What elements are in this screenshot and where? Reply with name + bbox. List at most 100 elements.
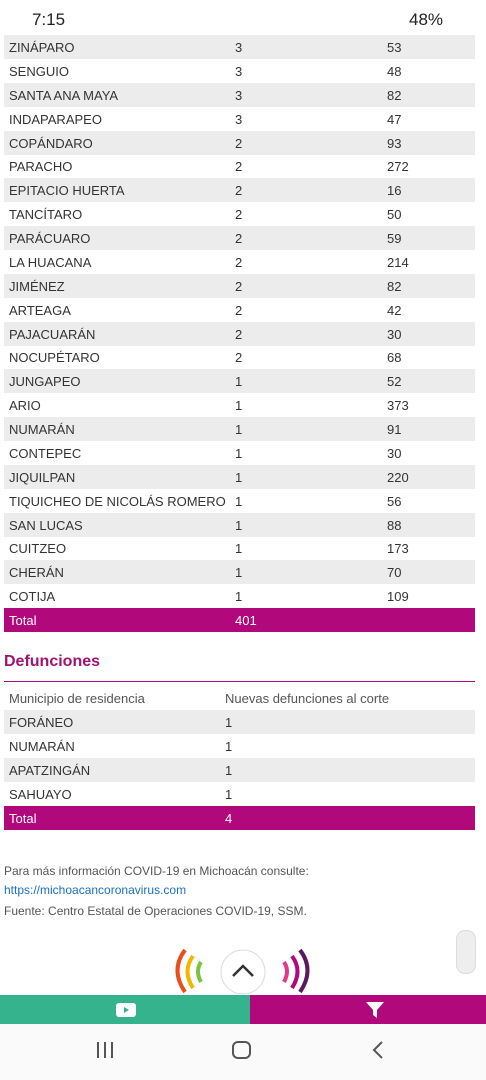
deaths-title: Defunciones (4, 653, 101, 670)
cell-number: 1 (235, 445, 243, 461)
cell-number: 1 (235, 469, 243, 485)
time: 7:15 (32, 10, 66, 29)
youtube-button[interactable] (0, 995, 250, 1024)
table-row: PARACHO 2 272 (4, 154, 475, 178)
cell-number: 1 (235, 398, 243, 414)
cell-name: CUITZEO (9, 541, 67, 557)
cell-name: SAN LUCAS (9, 517, 83, 533)
cell-name: NOCUPÉTARO (9, 350, 100, 366)
table-row: NUMARÁN 1 (4, 734, 475, 758)
divider (4, 681, 475, 682)
table-row: COPÁNDARO 2 93 (4, 130, 475, 155)
cell-number: 3 (235, 87, 243, 103)
header-row: Municipio de residencia Nuevas defuncione… (4, 686, 475, 710)
table-row: TANCÍTARO 2 50 (4, 202, 475, 226)
cell-name: PAJACUARÁN (9, 326, 96, 342)
cell-name: NUMARÁN (9, 422, 75, 438)
cell-number: 214 (387, 254, 409, 270)
filter-button[interactable] (250, 995, 486, 1024)
cell-number: 91 (387, 422, 402, 438)
cell-name: COPÁNDARO (9, 135, 93, 151)
cell-name: SENGUIO (9, 63, 69, 79)
logo (175, 948, 310, 995)
table-row: CHERÁN 1 70 (4, 560, 475, 585)
cell-number: 1 (235, 541, 243, 557)
cell-number: 173 (387, 541, 409, 557)
table-row: JIMÉNEZ 2 82 (4, 273, 475, 298)
table-row: CONTEPEC 1 30 (4, 441, 475, 465)
cell-name: NUMARÁN (9, 738, 75, 754)
cell-number: 3 (235, 63, 243, 79)
cell-number: 3 (235, 111, 243, 127)
cell-name: PARACHO (9, 159, 73, 175)
recents-button[interactable] (97, 1042, 113, 1058)
cell-name: SAHUAYO (9, 786, 72, 802)
total-cell: Total (9, 613, 37, 629)
cell-number: 1 (235, 589, 243, 605)
cell-number: 2 (235, 183, 243, 199)
cell-name: LA HUACANA (9, 254, 92, 270)
cell-number: 3 (235, 40, 243, 55)
cell-number: 59 (387, 231, 402, 247)
cell-number: 2 (235, 231, 243, 247)
cell-name: CHERÁN (9, 565, 64, 581)
cell-name: COTIJA (9, 589, 56, 605)
table-row: APATZINGÁN 1 (4, 757, 475, 782)
cell-name: SANTA ANA MAYA (9, 87, 119, 103)
table-row: SAN LUCAS 1 88 (4, 512, 475, 537)
cell-number: 1 (235, 422, 243, 438)
cell-number: 88 (387, 517, 402, 533)
cell-number: 1 (235, 374, 243, 390)
cell-number: 2 (235, 207, 243, 223)
total-row: Total 4 (4, 805, 475, 830)
cell-number: 56 (387, 493, 402, 509)
link[interactable]: https://michoacancoronavirus.com (4, 883, 187, 897)
table-row: ARIO 1 373 (4, 393, 475, 417)
source-text: Fuente: Centro Estatal de Operaciones CO… (4, 904, 307, 918)
total-row: Total 401 (4, 608, 475, 633)
cell-number: 2 (235, 326, 243, 342)
cell-number: 16 (387, 183, 402, 199)
status-bar: 7:15 48% (0, 0, 486, 36)
cell-number: 47 (387, 111, 402, 127)
table-row: NOCUPÉTARO 2 68 (4, 345, 475, 369)
table-row: INDAPARAPEO 3 47 (4, 107, 475, 131)
total-cell: 401 (235, 613, 257, 629)
cell-name: TIQUICHEO DE NICOLÁS ROMERO (9, 493, 226, 509)
cell-name: ZINÁPARO (9, 40, 75, 55)
cell-name: INDAPARAPEO (9, 111, 102, 127)
total-cell: 4 (225, 810, 233, 826)
table-row: PARÁCUARO 2 59 (4, 226, 475, 251)
cell-number: 220 (387, 469, 409, 485)
home-button[interactable] (232, 1041, 251, 1059)
table-row: LA HUACANA 2 214 (4, 250, 475, 274)
cell-number: 2 (235, 135, 243, 151)
cell-name: CONTEPEC (9, 445, 82, 461)
cell-number: 53 (387, 40, 402, 55)
nav-bar (0, 1024, 486, 1080)
back-button[interactable] (372, 1041, 383, 1059)
cell-number: 30 (387, 326, 402, 342)
scroll-handle[interactable] (456, 930, 476, 974)
cell-number: 109 (387, 589, 409, 605)
cell-number: 2 (235, 159, 243, 175)
cell-number: 70 (387, 565, 402, 581)
header-cell: Nuevas defunciones al corte (225, 691, 390, 706)
battery: 48% (409, 10, 444, 29)
cell-number: 1 (225, 715, 233, 730)
cell-number: 93 (387, 135, 402, 151)
cell-name: APATZINGÁN (9, 762, 91, 778)
cell-name: PARÁCUARO (9, 231, 91, 247)
cell-number: 82 (387, 87, 402, 103)
cell-number: 48 (387, 63, 402, 79)
cell-number: 30 (387, 445, 402, 461)
table-row: JIQUILPAN 1 220 (4, 464, 475, 489)
cell-name: ARIO (9, 398, 41, 414)
info-text: Para más información COVID-19 en Michoac… (4, 864, 309, 878)
cell-number: 1 (225, 786, 233, 802)
table-row: COTIJA 1 109 (4, 584, 475, 608)
cell-number: 2 (235, 254, 243, 270)
table-row: EPITACIO HUERTA 2 16 (4, 178, 475, 203)
cell-number: 68 (387, 350, 402, 366)
